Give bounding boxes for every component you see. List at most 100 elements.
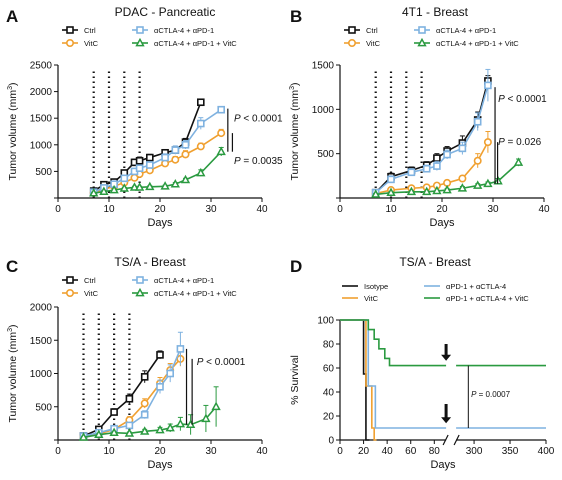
x-axis-label: Days (430, 459, 456, 471)
data-point (458, 144, 467, 153)
data-point (110, 408, 118, 416)
data-point (433, 162, 441, 170)
x-tick-label: 20 (154, 204, 166, 215)
data-point (442, 184, 452, 194)
data-point (146, 161, 154, 169)
x-tick-label: 10 (385, 204, 397, 215)
y-tick-label: 1000 (30, 369, 53, 380)
data-point (120, 174, 129, 183)
data-point (140, 373, 149, 381)
legend-label: αCTLA-4 + αPD-1 + VitC (436, 39, 519, 48)
y-tick-label: 500 (317, 149, 334, 160)
p-value-text: = 0.026 (505, 137, 542, 148)
legend-swatch-marker (135, 37, 145, 47)
y-tick-label: 500 (35, 167, 52, 178)
data-point (176, 345, 185, 353)
legend-label: αCTLA-4 + αPD-1 (154, 276, 214, 285)
y-tick-label: 40 (323, 388, 335, 399)
y-tick-label: 80 (323, 340, 335, 351)
data-point (457, 183, 468, 192)
axis-break-mark (442, 434, 449, 446)
legend-swatch-marker (135, 287, 145, 297)
data-point (443, 150, 451, 159)
data-point (165, 422, 175, 432)
x-tick-label: 30 (487, 204, 499, 215)
data-point (422, 164, 431, 173)
p-value-symbol: P (197, 357, 204, 368)
x-tick-label: 350 (502, 446, 519, 457)
y-tick-label: 60 (323, 364, 335, 375)
p-value-text: = 0.0007 (476, 390, 510, 399)
panel-letter: B (290, 7, 302, 26)
x-tick-label: 20 (154, 446, 166, 457)
p-value-text: < 0.0001 (505, 94, 547, 105)
x-tick-label: 20 (436, 204, 448, 215)
y-axis-label: Tumor volume (mm3) (7, 324, 19, 422)
x-tick-label: 0 (337, 446, 343, 457)
data-point (196, 167, 206, 177)
y-tick-label: 1500 (30, 336, 53, 347)
data-point (140, 410, 149, 419)
survival-curve (340, 319, 377, 441)
chart-title: TS/A - Breast (114, 255, 186, 269)
data-point (109, 427, 119, 437)
data-point (216, 146, 226, 156)
legend-swatch-marker (136, 26, 144, 34)
legend-swatch-marker (348, 26, 356, 34)
data-point (134, 182, 145, 191)
legend-label: αPD-1 + αCTLA-4 (446, 282, 506, 291)
data-point (160, 181, 170, 190)
data-point (406, 186, 417, 196)
chart-title: TS/A - Breast (399, 255, 471, 269)
y-axis-label-superscript: 3 (7, 86, 14, 90)
y-axis-label-main: Tumor volume (mm (7, 332, 19, 423)
legend-label: VitC (364, 294, 379, 303)
p-value-symbol: P (471, 390, 477, 399)
data-point (140, 399, 149, 408)
y-tick-label: 500 (35, 402, 52, 413)
data-point (407, 168, 416, 177)
y-axis-label: Tumor volume (mm3) (7, 82, 19, 180)
data-point (181, 141, 190, 149)
legend-label: αCTLA-4 + αPD-1 + VitC (154, 289, 237, 298)
legend-swatch-marker (66, 288, 75, 297)
data-point (166, 369, 174, 378)
data-point (146, 153, 154, 162)
y-axis-label-superscript: 3 (7, 328, 14, 332)
y-tick-label: 1500 (30, 114, 53, 125)
data-point (125, 421, 134, 430)
data-point (513, 157, 524, 166)
data-point (99, 186, 109, 195)
data-point (196, 142, 205, 151)
data-point (89, 188, 99, 197)
p-value-annotation: P = 0.0035 (234, 156, 283, 167)
x-tick-label: 40 (256, 204, 268, 215)
panel-c: C TS/A - Breast Ctrl VitC αCTLA-4 + αPD-1 αCT… (6, 255, 268, 471)
x-tick-label: 30 (205, 446, 217, 457)
data-point (175, 418, 186, 428)
data-point (78, 432, 89, 441)
data-point (156, 351, 164, 359)
x-tick-label: 10 (103, 204, 115, 215)
arrow-head (441, 417, 452, 424)
data-point (483, 178, 493, 188)
legend-swatch-marker (418, 26, 426, 34)
p-value-annotation: P = 0.026 (498, 137, 542, 148)
data-point (387, 175, 395, 184)
y-axis-label-superscript: 3 (289, 86, 296, 90)
y-axis-label-main: Tumor volume (mm (289, 90, 301, 181)
p-value-text: < 0.0001 (241, 113, 283, 124)
x-tick-label: 60 (405, 446, 417, 457)
y-tick-label: 2000 (30, 87, 53, 98)
y-tick-label: 1000 (30, 140, 53, 151)
legend-label: αCTLA-4 + αPD-1 (154, 26, 214, 35)
legend-label: Ctrl (366, 26, 378, 35)
p-value-symbol: P (234, 113, 241, 124)
x-tick-label: 40 (538, 204, 550, 215)
x-tick-label: 20 (358, 446, 370, 457)
x-tick-label: 40 (256, 446, 268, 457)
data-point (217, 129, 226, 138)
data-point (185, 419, 196, 429)
legend-label: αCTLA-4 + αPD-1 (436, 26, 496, 35)
